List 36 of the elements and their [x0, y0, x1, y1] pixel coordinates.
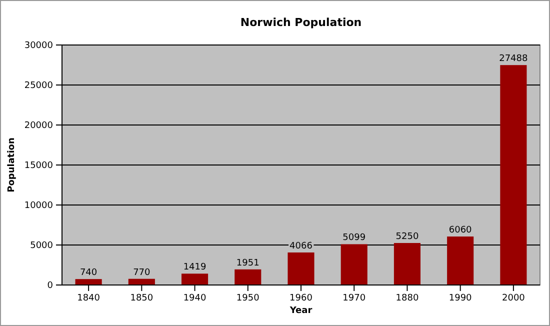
- bar: [75, 279, 102, 285]
- bar: [500, 65, 527, 285]
- bar: [447, 236, 474, 285]
- y-tick-label: 30000: [24, 40, 54, 51]
- data-label: 740: [80, 268, 98, 278]
- y-axis-title: Population: [7, 138, 17, 192]
- data-label: 4066: [290, 241, 313, 252]
- x-tick-label: 1950: [236, 293, 260, 304]
- x-axis-title: Year: [288, 306, 313, 316]
- bar: [288, 252, 314, 285]
- y-tick-label: 5000: [30, 240, 54, 251]
- data-label: 5250: [396, 232, 419, 242]
- y-tick-label: 15000: [24, 160, 54, 171]
- chart-title: Norwich Population: [240, 16, 362, 29]
- x-tick-label: 1880: [396, 293, 419, 304]
- x-tick-label: 1940: [183, 293, 207, 304]
- bar: [340, 244, 368, 285]
- data-label: 6060: [448, 226, 472, 236]
- y-tick-label: 0: [47, 280, 54, 291]
- bar: [182, 274, 208, 285]
- bar: [234, 269, 262, 285]
- x-tick-label: 2000: [502, 293, 526, 304]
- x-tick-label: 1990: [448, 293, 472, 304]
- bar: [394, 243, 420, 285]
- x-tick-label: 1970: [342, 293, 366, 304]
- x-tick-label: 1850: [130, 293, 154, 304]
- data-label: 27488: [499, 54, 528, 64]
- y-tick-label: 10000: [24, 200, 54, 211]
- x-tick-label: 1840: [77, 293, 100, 304]
- data-label: 1951: [236, 258, 260, 268]
- y-tick-label: 25000: [24, 80, 54, 91]
- y-tick-label: 20000: [24, 120, 54, 131]
- data-label: 770: [133, 268, 151, 278]
- data-label: 1419: [183, 262, 207, 273]
- data-label: 5099: [342, 233, 366, 244]
- x-tick-label: 1960: [290, 293, 313, 304]
